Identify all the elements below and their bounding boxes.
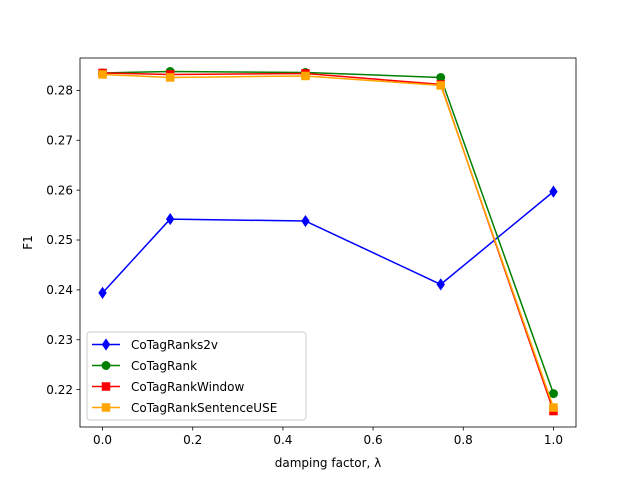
legend-box — [86, 331, 307, 421]
y-tick-label: 0.26 — [46, 183, 73, 197]
x-tick-label: 1.0 — [544, 433, 563, 447]
data-point — [436, 81, 445, 90]
data-point — [436, 278, 445, 291]
y-axis-ticks: 0.22 0.23 0.24 0.25 0.26 0.27 0.28 — [46, 84, 80, 397]
legend: CoTagRanks2v CoTagRank CoTagRankWindow CoTa… — [86, 331, 307, 421]
legend-item: CoTagRankWindow — [92, 380, 245, 394]
x-tick-label: 0.0 — [93, 433, 112, 447]
x-tick-label: 0.6 — [364, 433, 383, 447]
y-tick-label: 0.27 — [46, 133, 73, 147]
legend-label: CoTagRankWindow — [131, 380, 245, 394]
data-point — [549, 403, 558, 412]
x-axis-ticks: 0.0 0.2 0.4 0.6 0.8 1.0 — [93, 427, 563, 447]
legend-marker — [101, 403, 111, 412]
legend-item: CoTagRankSentenceUSE — [92, 401, 277, 415]
legend-item: CoTagRanks2v — [92, 338, 218, 352]
y-tick-label: 0.22 — [46, 383, 73, 397]
data-point — [165, 212, 175, 226]
legend-item: CoTagRank — [92, 359, 197, 373]
data-point — [548, 389, 558, 399]
x-axis-label: damping factor, λ — [275, 456, 382, 470]
x-tick-label: 0.8 — [454, 433, 473, 447]
plot-marks — [98, 66, 558, 416]
legend-marker — [101, 338, 111, 351]
x-tick-label: 0.4 — [273, 433, 292, 447]
y-axis-label: F1 — [21, 235, 35, 250]
legend-label: CoTagRankSentenceUSE — [131, 401, 277, 415]
data-point — [301, 214, 310, 228]
plot-frame — [79, 57, 577, 428]
data-point — [98, 70, 107, 79]
legend-label: CoTagRanks2v — [131, 338, 218, 352]
y-tick-label: 0.24 — [46, 283, 73, 297]
series-line — [101, 191, 554, 294]
data-point — [98, 286, 107, 299]
data-point — [549, 185, 558, 198]
data-point — [301, 71, 310, 81]
legend-marker — [101, 382, 111, 391]
series-CoTagRankSentenceUSE — [98, 70, 558, 412]
legend-marker — [101, 361, 111, 370]
legend-label: CoTagRank — [131, 359, 197, 373]
data-point — [165, 73, 175, 82]
x-tick-label: 0.2 — [183, 433, 202, 447]
y-tick-label: 0.23 — [46, 333, 73, 347]
y-tick-label: 0.25 — [46, 233, 73, 247]
y-tick-label: 0.28 — [46, 84, 73, 98]
series-CoTagRanks2v — [98, 185, 558, 299]
